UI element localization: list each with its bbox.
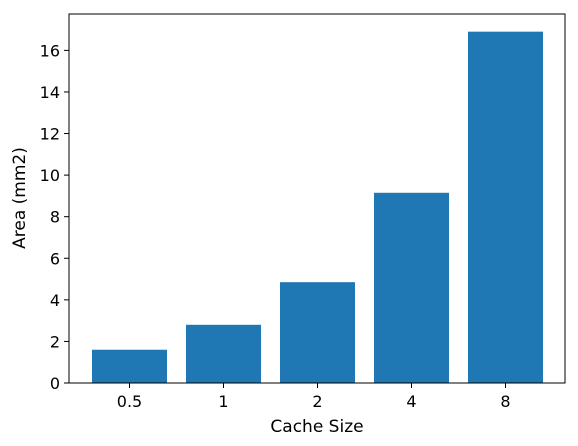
y-tick-label: 4 — [50, 291, 60, 310]
y-tick-label: 12 — [40, 125, 60, 144]
bar-1 — [186, 325, 261, 383]
x-axis-ticks: 0.5 1 2 4 8 — [117, 383, 511, 411]
bar-4 — [374, 193, 449, 383]
x-tick-label: 4 — [406, 392, 416, 411]
y-tick-label: 0 — [50, 374, 60, 393]
x-axis-label: Cache Size — [270, 417, 363, 437]
y-tick-label: 14 — [40, 83, 60, 102]
y-tick-label: 2 — [50, 332, 60, 351]
bar-8 — [468, 32, 543, 383]
y-tick-label: 6 — [50, 249, 60, 268]
y-tick-label: 10 — [40, 166, 60, 185]
bars-group — [92, 32, 543, 383]
y-axis-label: Area (mm2) — [10, 147, 30, 249]
x-tick-label: 1 — [218, 392, 228, 411]
bar-0.5 — [92, 350, 167, 383]
y-tick-label: 16 — [40, 41, 60, 60]
y-tick-label: 8 — [50, 208, 60, 227]
y-axis-ticks: 0 2 4 6 8 10 12 14 16 — [40, 41, 69, 393]
x-tick-label: 2 — [312, 392, 322, 411]
bar-2 — [280, 282, 355, 383]
x-tick-label: 0.5 — [117, 392, 142, 411]
x-tick-label: 8 — [500, 392, 510, 411]
